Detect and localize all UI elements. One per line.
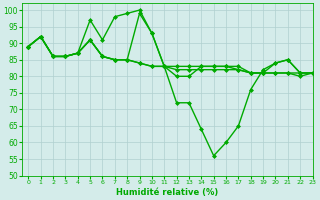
X-axis label: Humidité relative (%): Humidité relative (%) xyxy=(116,188,219,197)
